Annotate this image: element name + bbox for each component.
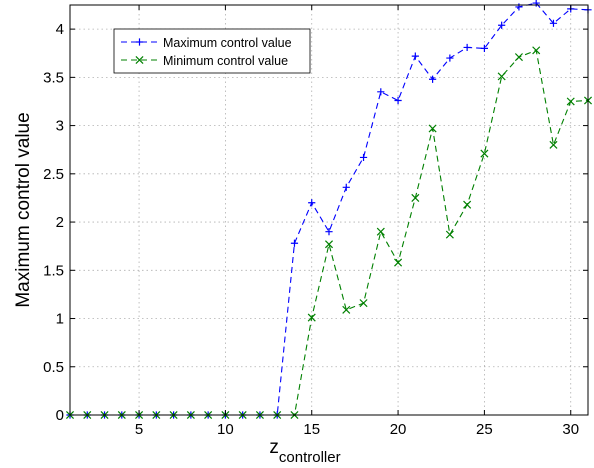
x-tick-label: 10 bbox=[217, 421, 234, 438]
data-point bbox=[428, 124, 437, 133]
data-point bbox=[480, 149, 489, 158]
y-tick-label: 1 bbox=[56, 311, 64, 328]
tick-labels: 5 10 15 20 25 30 0 0.5 1 1.5 2 2.5 3 3.5 4 bbox=[43, 21, 579, 438]
plot-frame bbox=[69, 4, 589, 416]
legend-box bbox=[113, 28, 311, 74]
legend-label-minimum: Minimum control value bbox=[163, 54, 288, 68]
data-point bbox=[342, 183, 350, 191]
legend-marker-sample bbox=[135, 38, 144, 46]
data-point bbox=[359, 153, 368, 162]
data-point bbox=[497, 72, 506, 81]
data-point bbox=[463, 200, 472, 209]
data-point bbox=[307, 313, 316, 322]
legend-marker-sample bbox=[135, 55, 144, 65]
y-tick-label: 2 bbox=[56, 214, 64, 231]
data-point bbox=[342, 305, 351, 314]
y-tick-label: 3 bbox=[56, 118, 64, 135]
data-point bbox=[411, 193, 420, 202]
y-tick-label: 0.5 bbox=[43, 359, 64, 376]
data-point bbox=[549, 140, 558, 149]
y-tick-label: 1.5 bbox=[43, 262, 64, 279]
x-axis-label: zcontroller bbox=[269, 437, 340, 466]
x-axis-label-subscript: controller bbox=[279, 449, 341, 466]
data-point bbox=[566, 97, 575, 106]
y-tick-label: 4 bbox=[56, 21, 64, 38]
x-tick-label: 15 bbox=[303, 421, 320, 438]
legend-label-maximum: Maximum control value bbox=[163, 36, 292, 50]
data-point bbox=[394, 96, 402, 105]
data-point bbox=[446, 54, 454, 62]
y-tick-label: 3.5 bbox=[43, 69, 64, 86]
legend: Maximum control value Minimum control va… bbox=[113, 28, 311, 74]
data-point bbox=[429, 75, 437, 83]
x-tick-label: 20 bbox=[390, 421, 407, 438]
data-point bbox=[359, 299, 368, 308]
y-axis-label: Maximum control value bbox=[13, 112, 34, 307]
data-point bbox=[325, 228, 333, 236]
data-point bbox=[498, 21, 506, 29]
data-point bbox=[532, 46, 541, 55]
data-point bbox=[377, 88, 385, 96]
x-axis-label-main: z bbox=[269, 437, 279, 458]
x-tick-label: 25 bbox=[476, 421, 493, 438]
data-point bbox=[376, 227, 385, 236]
x-tick-label: 30 bbox=[562, 421, 579, 438]
data-point bbox=[290, 239, 299, 247]
data-point bbox=[411, 52, 419, 60]
data-point bbox=[308, 199, 316, 207]
data-point bbox=[549, 19, 558, 27]
data-point bbox=[394, 258, 403, 267]
data-point bbox=[463, 43, 471, 52]
data-point bbox=[324, 240, 334, 249]
axis-ticks bbox=[70, 5, 588, 416]
x-tick-label: 5 bbox=[135, 421, 143, 438]
data-point bbox=[445, 230, 454, 239]
data-point bbox=[514, 53, 523, 62]
data-point bbox=[480, 44, 488, 53]
y-tick-label: 0 bbox=[56, 407, 64, 424]
y-tick-label: 2.5 bbox=[43, 166, 64, 183]
